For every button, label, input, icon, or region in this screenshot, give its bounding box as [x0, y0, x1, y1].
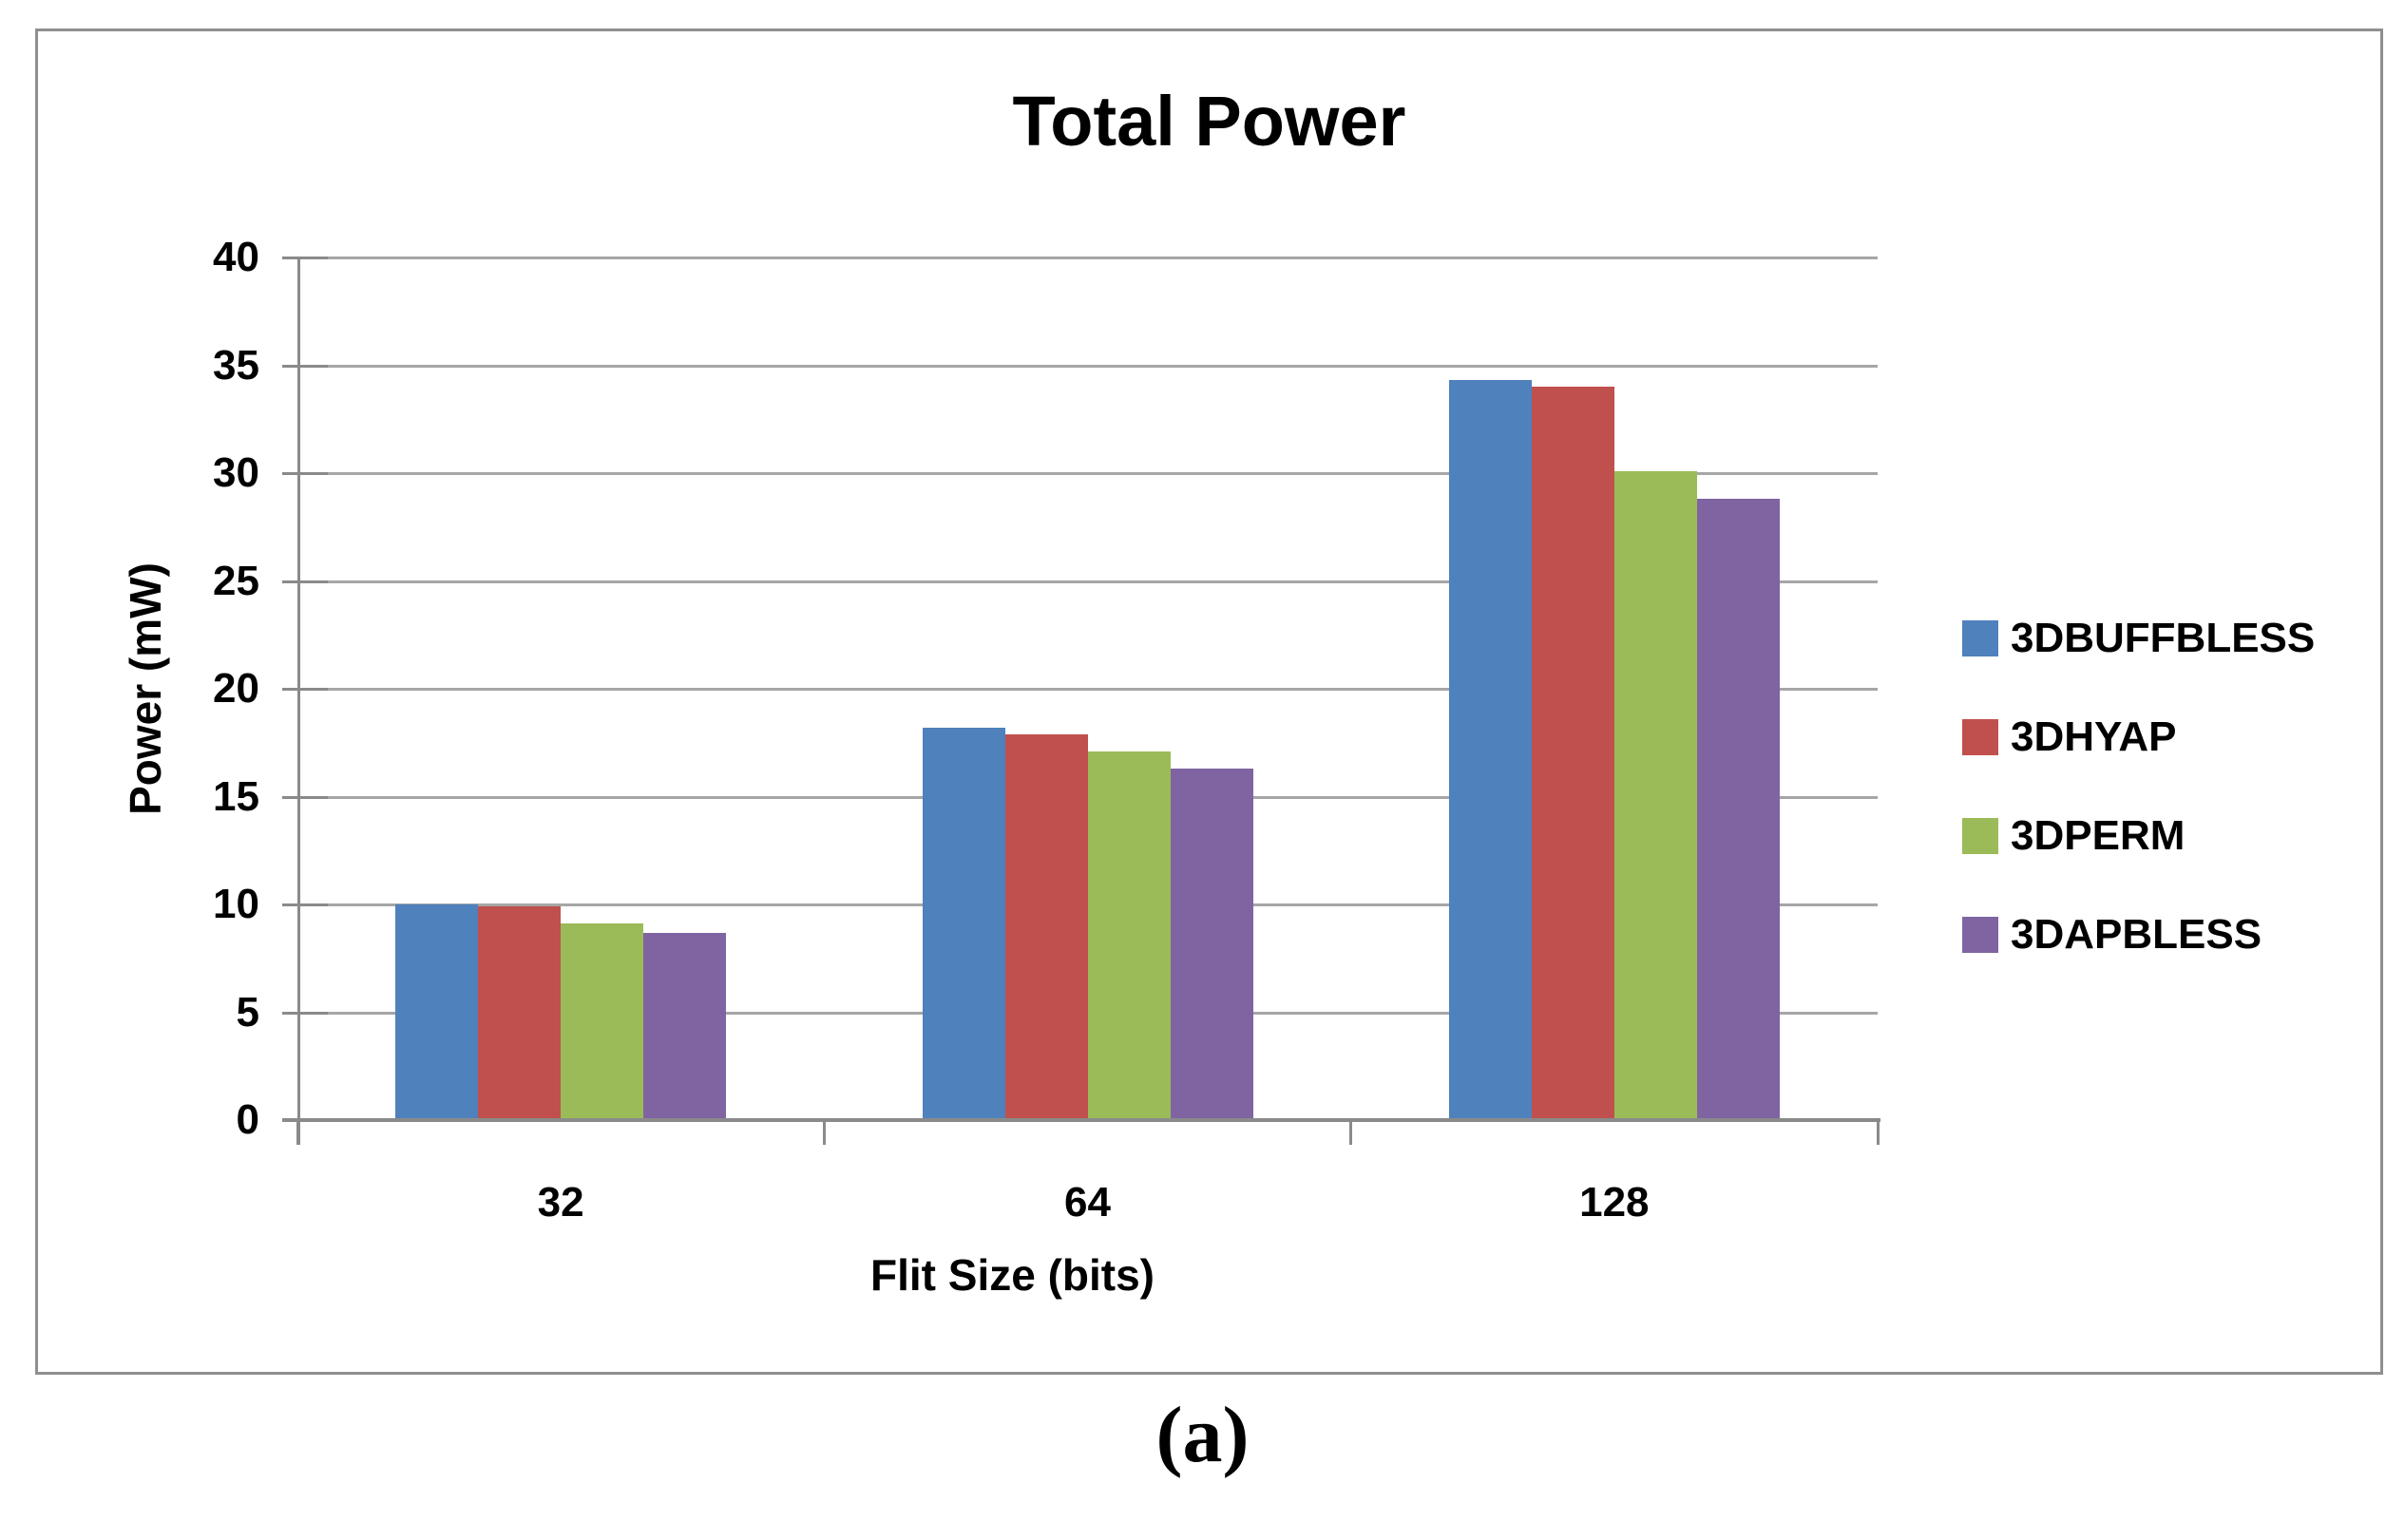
x-axis-tick [1349, 1120, 1353, 1145]
y-tick-15 [282, 795, 328, 799]
bar-128-3DAPBLESS [1696, 499, 1780, 1120]
legend-swatch-icon [1962, 818, 1998, 854]
gridline-25 [297, 580, 1878, 583]
bar-64-3DBUFFBLESS [922, 727, 1005, 1120]
legend-item: 3DHYAP [1962, 713, 2315, 760]
legend-swatch-icon [1962, 917, 1998, 953]
x-axis-tick [822, 1120, 826, 1145]
bar-32-3DPERM [561, 923, 644, 1120]
gridline-20 [297, 688, 1878, 691]
bar-64-3DHYAP [1004, 733, 1088, 1120]
x-tick-label-128: 128 [1579, 1179, 1650, 1226]
y-tick-20 [282, 688, 328, 691]
plot-area: 32 64 128 0 5 10 15 20 25 30 35 40 [213, 235, 1880, 1226]
bar-32-3DHYAP [478, 906, 562, 1120]
chart-title: Total Power [1012, 82, 1406, 161]
y-tick-label-10: 10 [213, 881, 259, 927]
y-tick-label-30: 30 [213, 449, 259, 496]
x-tick-label-64: 64 [1064, 1179, 1111, 1226]
y-tick-label-0: 0 [236, 1096, 259, 1143]
y-tick-40 [282, 257, 328, 259]
legend: 3DBUFFBLESS 3DHYAP 3DPERM 3DAPBLESS [1962, 615, 2316, 958]
y-tick-35 [282, 364, 328, 368]
y-tick-label-5: 5 [236, 988, 259, 1036]
bar-128-3DBUFFBLESS [1448, 380, 1532, 1120]
figure-caption: (a) [1155, 1391, 1250, 1479]
legend-label: 3DAPBLESS [2011, 911, 2262, 958]
y-tick-0 [282, 1119, 328, 1122]
bar-64-3DAPBLESS [1170, 769, 1253, 1120]
y-tick-label-35: 35 [213, 341, 259, 389]
y-tick-label-25: 25 [213, 557, 259, 604]
y-tick-5 [282, 1011, 328, 1015]
y-axis-line [297, 257, 300, 1145]
legend-swatch-icon [1962, 719, 1998, 755]
legend-item: 3DBUFFBLESS [1962, 615, 2316, 661]
x-tick-label-32: 32 [537, 1179, 584, 1226]
bar-32-3DBUFFBLESS [395, 904, 479, 1120]
y-tick-label-15: 15 [213, 772, 259, 820]
legend-label: 3DHYAP [2011, 713, 2177, 760]
y-tick-10 [282, 903, 328, 906]
gridline-30 [297, 472, 1878, 475]
legend-swatch-icon [1962, 620, 1998, 656]
y-tick-30 [282, 472, 328, 475]
bar-64-3DPERM [1087, 751, 1171, 1120]
bar-128-3DHYAP [1531, 387, 1614, 1120]
gridline-40 [297, 257, 1878, 259]
x-axis-tick [1876, 1120, 1880, 1145]
gridline-35 [297, 364, 1878, 368]
chart-figure: Total Power Power (mW) 32 64 128 0 5 10 15 20 25… [35, 29, 2383, 1375]
legend-label: 3DPERM [2011, 812, 2185, 859]
y-tick-25 [282, 580, 328, 583]
legend-label: 3DBUFFBLESS [2011, 615, 2316, 661]
bar-32-3DAPBLESS [643, 932, 727, 1120]
x-axis-title: Flit Size (bits) [870, 1250, 1155, 1300]
legend-item: 3DAPBLESS [1962, 911, 2315, 958]
y-tick-label-40: 40 [213, 234, 259, 280]
y-tick-label-20: 20 [213, 665, 259, 712]
legend-item: 3DPERM [1962, 812, 2315, 859]
x-axis-tick [296, 1120, 299, 1145]
bar-128-3DPERM [1613, 470, 1697, 1120]
x-axis-line [282, 1118, 1880, 1122]
